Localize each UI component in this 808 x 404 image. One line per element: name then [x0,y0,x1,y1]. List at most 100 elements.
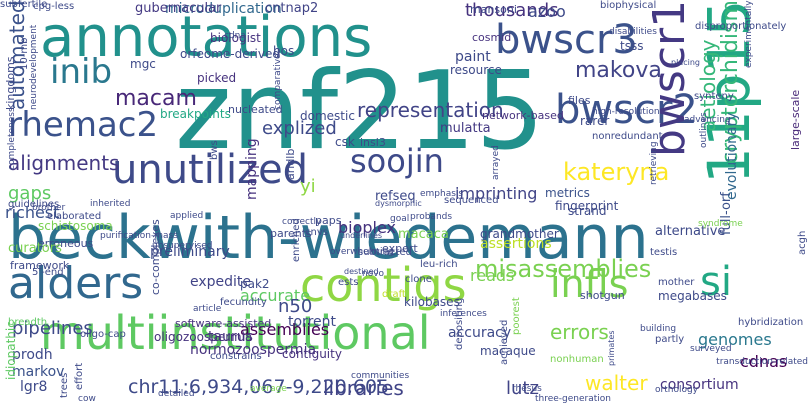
cloud-word: trees [59,372,70,398]
cloud-word: n50 [278,296,313,317]
cloud-word: network-based [482,109,564,122]
cloud-word: shotgun [580,289,625,302]
cloud-word: building [640,324,677,334]
cloud-word: advancing [684,115,731,125]
cloud-word: overwhelming [330,247,394,257]
cloud-word: unsupervised [152,241,213,251]
cloud-word: rhesus [512,384,542,394]
cloud-word: cdnas [740,352,788,371]
cloud-word: macaca [398,227,449,242]
cloud-word: si [700,259,732,305]
cloud-word: infls [550,262,629,306]
cloud-word: article [193,304,222,314]
cloud-word: insl3 [360,136,386,149]
cloud-word: azoo [528,2,566,21]
cloud-word: strand [568,204,607,218]
cloud-word: gaps [8,183,52,204]
cloud-word: purification-mass [100,231,178,241]
cloud-word: refseq [375,189,416,204]
cloud-word: underlines [340,231,383,240]
cloud-word: transduction-related [716,357,808,367]
cloud-word: preliminary [150,244,230,260]
cloud-word: imprinting [455,184,538,203]
cloud-word: cntnap2 [265,1,319,16]
cloud-word: cosmid [472,31,512,44]
cloud-word: biologist [210,31,261,45]
cloud-word: mapping [244,138,260,200]
cloud-word: bwscr3 [495,17,638,63]
cloud-word: picked [197,71,237,85]
cloud-word: bos [273,44,295,58]
cloud-word: fecundity [220,297,267,308]
cloud-word: misassemblies [475,255,652,283]
cloud-word: macaque [480,344,536,358]
cloud-word: thousands [465,0,559,21]
cloud-word: pipelines [12,318,93,339]
cloud-word: evolutionary [724,112,740,200]
cloud-word: completeness [7,107,17,170]
cloud-word: normozoospermia [190,342,317,358]
cloud-word: znf215 [175,49,545,174]
cloud-word: accurate [240,286,311,305]
cloud-word: nonredundant [592,131,663,142]
cloud-word: walter [585,371,648,395]
cloud-word: explized [262,118,337,139]
cloud-word: communities [351,371,410,381]
cloud-word: retrieving [649,141,659,185]
cloud-word: cnvs [305,227,328,238]
cloud-word: nucleated [228,103,283,116]
cloud-word: hybridization [738,317,804,328]
cloud-word: unutilized [112,147,309,193]
cloud-word: contigs [300,258,467,312]
cloud-word: chr11:6,934,067-9,220,605 [128,376,390,398]
cloud-word: lgr8 [20,379,48,395]
cloud-word: expedite [190,274,252,290]
cloud-word: consortium [660,377,739,393]
cloud-word: beckwith-wiedemann [8,203,649,273]
cloud-word: multiinstitutional [40,306,431,360]
cloud-word: goal [390,214,410,224]
cloud-word: large-scale [789,89,802,150]
cloud-word: soojin [350,142,444,180]
cloud-word: software-assisted [175,317,272,330]
cloud-word: pak2 [240,277,270,291]
cloud-word: lutz [506,378,539,399]
cloud-word: applied [170,211,204,221]
cloud-word: makova [575,58,662,83]
cloud-word: comparative [273,53,283,110]
cloud-word: nonhuman [550,354,604,365]
cloud-word: expert [382,242,418,255]
cloud-word: dysmorphic [375,199,422,208]
cloud-word: ests [338,277,359,288]
cloud-word: prodh [12,347,53,363]
cloud-word: oligozoospermia [154,330,253,344]
cloud-word: yi [300,176,316,197]
cloud-word: resource [450,63,502,77]
cloud-word: rarer [580,114,610,128]
cloud-word: gubernacular [135,1,222,16]
cloud-word: kingdoms [4,56,17,110]
cloud-word: detailed [158,389,195,399]
cloud-word: framework [10,259,70,272]
cloud-word: markov [12,364,65,380]
cloud-word: mansoni [470,3,517,16]
cloud-word: destined [344,267,379,276]
cloud-word: arrayed [491,145,501,180]
cloud-word: bws [209,140,220,160]
cloud-word: taurus [208,329,253,345]
cloud-word: probands [410,212,453,222]
cloud-word: cdna [224,31,246,41]
cloud-word: outlines [699,112,709,148]
cloud-word: partly [655,334,685,345]
cloud-word: inferences [440,309,487,319]
cloud-word: erroneous [38,237,94,250]
cloud-word: reads [470,266,515,285]
cloud-word: alternative [655,224,726,239]
cloud-word: poorest [511,297,522,335]
cloud-word: disabilities [609,27,657,37]
cloud-word: disproportionately [695,21,787,32]
cloud-word: contiguity [282,347,342,361]
cloud-word: domestic [300,109,355,123]
cloud-word: brother [32,203,66,213]
cloud-word: idiopathic [4,321,18,380]
